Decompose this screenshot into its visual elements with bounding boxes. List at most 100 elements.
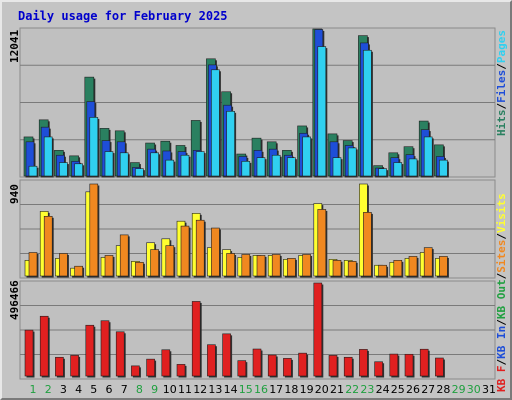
legend-hits: Hits [495, 110, 508, 137]
kbf-bar [85, 324, 95, 377]
chart-title: Daily usage for February 2025 [18, 9, 228, 23]
kbf-bar [435, 357, 444, 377]
sites-bar [28, 252, 38, 277]
panel-1-ymax-label: 12041 [8, 30, 21, 63]
kbf-bar [328, 355, 338, 377]
day-label: 19 [300, 383, 314, 396]
day-label: 6 [106, 383, 113, 396]
sites-bar [150, 249, 159, 277]
sites-bar [59, 253, 68, 277]
kbf-bar [359, 349, 368, 377]
sites-bar [363, 212, 372, 277]
legend-sep-1: / [495, 103, 508, 110]
sites-bar [302, 254, 311, 277]
legend-sep-5: / [495, 272, 508, 279]
pages-bar [150, 152, 159, 177]
pages-bar [180, 154, 190, 177]
pages-bar [135, 168, 144, 177]
day-label: 29 [452, 383, 466, 396]
pages-bar [378, 168, 387, 177]
panel-2-ymax-label: 940 [8, 184, 21, 204]
day-label: 1 [30, 383, 37, 396]
pages-bar [317, 46, 327, 177]
pages-bar [287, 157, 296, 177]
sites-bar [119, 234, 129, 277]
legend-sep-3: / [495, 359, 508, 366]
legend-visits: Visits [495, 193, 508, 233]
kbf-bar [70, 355, 79, 377]
day-label: 14 [224, 383, 238, 396]
sites-bar [256, 255, 266, 277]
day-label: 22 [345, 383, 359, 396]
day-label: 21 [330, 383, 344, 396]
day-axis: 1 2 3 4 5 6 7 8 9 10 11 12 13 14 15 16 17 18 19 20 21 22 23 24 2… [30, 383, 497, 396]
pages-bar [302, 136, 311, 177]
kbf-bar [131, 365, 140, 377]
sites-bar [89, 183, 99, 277]
legend-sep-4: / [495, 319, 508, 326]
kbf-bar [343, 356, 353, 377]
day-label: 11 [178, 383, 192, 396]
pages-bar [439, 159, 448, 177]
sites-bar [287, 258, 296, 277]
kbf-bar [161, 349, 171, 377]
pages-bar [256, 157, 266, 177]
kbf-bar [24, 329, 34, 377]
pages-bar [332, 157, 342, 177]
day-label: 26 [406, 383, 420, 396]
pages-bar [211, 69, 220, 177]
kbf-bar [374, 361, 383, 377]
day-label: 3 [60, 383, 67, 396]
sites-bar [241, 254, 251, 277]
panel-3-ymax-label: 496466 [8, 280, 21, 320]
pages-bar [408, 158, 418, 177]
kbf-bar [267, 354, 277, 377]
pages-bar [347, 147, 357, 177]
pages-bar [393, 162, 403, 177]
sites-bar [423, 247, 433, 277]
day-label: 27 [421, 383, 435, 396]
kbf-bar [115, 331, 125, 377]
day-label: 9 [151, 383, 158, 396]
day-label: 17 [269, 383, 283, 396]
legend-sep-2: / [495, 63, 508, 70]
pages-bar [104, 151, 114, 177]
sites-bar [195, 219, 205, 277]
day-label: 31 [482, 383, 496, 396]
sites-bar [408, 256, 418, 277]
pages-bar [28, 165, 38, 177]
legend-kbf: KB F [495, 366, 508, 393]
sites-bar [180, 225, 190, 277]
day-label: 30 [467, 383, 481, 396]
panel-kb: 496466 [8, 280, 496, 380]
legend-kbout: KB Out [495, 279, 508, 319]
sites-bar [211, 227, 220, 277]
day-label: 23 [360, 383, 374, 396]
kbf-bar [313, 282, 323, 377]
kbf-bar [298, 352, 307, 377]
kbf-bar [100, 320, 110, 377]
sites-bar [332, 260, 342, 277]
day-label: 4 [75, 383, 82, 396]
day-label: 15 [239, 383, 253, 396]
panel-visits-sites: 940 KB F/KB In/KB Out/Sites/Visits [8, 179, 508, 393]
pages-bar [423, 136, 433, 177]
day-label: 5 [90, 383, 97, 396]
kbf-bar [222, 333, 231, 377]
day-label: 25 [391, 383, 405, 396]
pages-bar [74, 163, 83, 177]
day-label: 18 [284, 383, 298, 396]
day-label: 20 [315, 383, 329, 396]
legend-sites: Sites [495, 240, 508, 273]
sites-bar [43, 215, 53, 277]
sites-bar [317, 209, 327, 277]
day-label: 24 [376, 383, 390, 396]
sites-bar [104, 255, 114, 277]
legend-files: Files [495, 70, 508, 103]
day-label: 10 [163, 383, 177, 396]
kbf-bar [146, 358, 155, 377]
sites-bar [393, 260, 403, 277]
kbf-bar [176, 364, 186, 377]
pages-bar [119, 152, 129, 177]
kbf-bar [237, 360, 247, 377]
